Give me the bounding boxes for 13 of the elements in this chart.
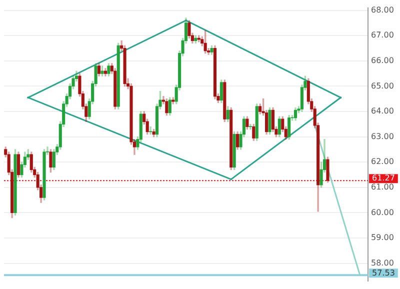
y-tick-label: 62.00 [371, 157, 394, 166]
y-tick-label: 63.00 [371, 132, 394, 141]
y-tick-label: 68.00 [371, 5, 394, 14]
ref-line-label: 57.53 [372, 268, 395, 278]
ref-line-label: 61.27 [372, 174, 395, 183]
y-tick-label: 65.00 [371, 81, 394, 90]
y-tick-label: 66.00 [371, 56, 394, 65]
y-tick-label: 64.00 [371, 106, 394, 116]
y-tick-label: 67.00 [371, 30, 394, 40]
y-tick-label: 60.00 [371, 208, 394, 217]
y-tick-label: 58.00 [371, 258, 394, 268]
y-tick-label: 61.00 [371, 182, 394, 192]
y-tick-label: 59.00 [371, 233, 394, 242]
